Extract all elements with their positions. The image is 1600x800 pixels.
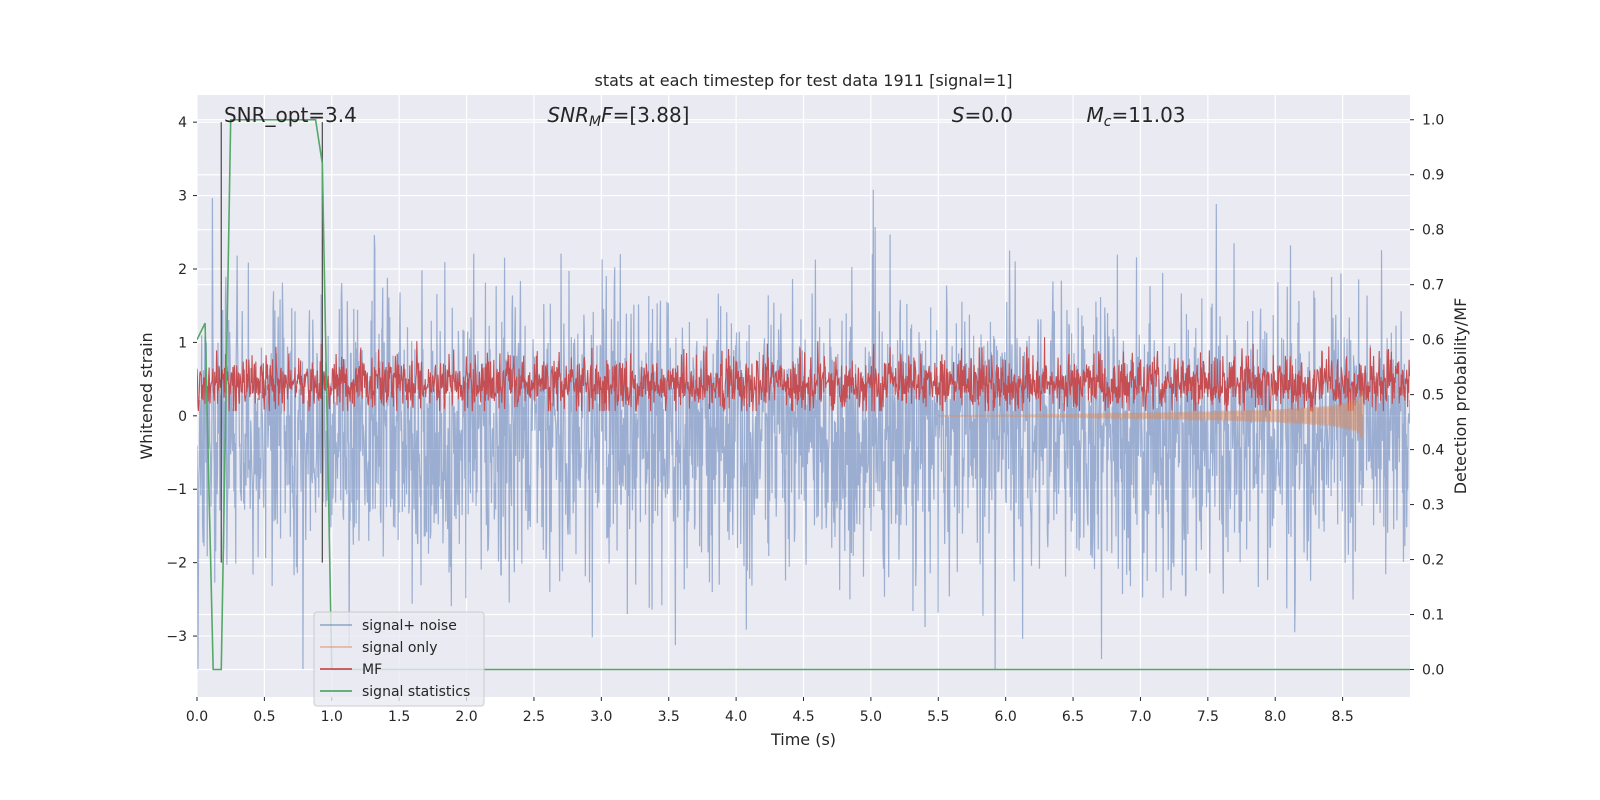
y2-tick-label: 1.0 [1422,113,1444,129]
x-tick-label: 1.5 [388,709,410,725]
series-mf [197,337,1410,412]
annotation-text: SNR_opt=3.4 [224,103,357,127]
x-tick-label: 5.0 [860,709,882,725]
y-tick-label: 3 [178,189,187,205]
x-tick-label: 2.5 [523,709,545,725]
annotations: SNR_opt=3.4 SNRMF=[3.88] S=0.0 Mc=11.03 [224,103,1186,130]
x-tick-label: 0.5 [253,709,275,725]
plot-area [196,95,1410,697]
x-tick-label: 8.5 [1331,709,1353,725]
annotation-text: Mc=11.03 [1087,103,1186,130]
y-tick-label: −3 [166,629,187,645]
y2-tick-label: 0.1 [1422,608,1444,624]
y2-tick-label: 0.4 [1422,443,1444,459]
legend-label: signal+ noise [362,618,457,634]
x-ticks: 0.0 0.5 1.0 1.5 2.0 2.5 3.0 3.5 4.0 4.5 5.0 5.5 6.0 6… [186,697,1354,725]
annotation-text: S=0.0 [952,103,1013,127]
y-tick-label: 0 [178,409,187,425]
x-tick-label: 2.0 [455,709,477,725]
legend-label: signal only [362,640,437,656]
y2-tick-label: 0.5 [1422,388,1444,404]
y2-tick-label: 0.9 [1422,168,1444,184]
x-tick-label: 8.0 [1264,709,1286,725]
y2-tick-label: 0.8 [1422,223,1444,239]
chart-title: stats at each timestep for test data 191… [594,71,1012,90]
y2-tick-label: 0.6 [1422,333,1444,349]
legend-box [313,611,485,707]
x-tick-label: 3.0 [590,709,612,725]
x-tick-label: 6.0 [995,709,1017,725]
y-tick-label: −1 [166,482,187,498]
y2-ticks: 0.0 0.1 0.2 0.3 0.4 0.5 0.6 0.7 0.8 0.9 1.0 [1410,113,1444,679]
annotation-text: SNRMF=[3.88] [547,103,689,130]
y-tick-label: 2 [178,262,187,278]
y-tick-label: 1 [178,335,187,351]
y2-tick-label: 0.7 [1422,278,1444,294]
x-tick-label: 1.0 [321,709,343,725]
x-tick-label: 5.5 [927,709,949,725]
y-ticks: −3 −2 −1 0 1 2 3 4 [166,115,197,645]
legend-label: MF [362,662,382,678]
y2-tick-label: 0.0 [1422,663,1444,679]
y-axis-label: Whitened strain [137,332,156,459]
x-tick-label: 3.5 [658,709,680,725]
y-tick-label: 4 [178,115,187,131]
x-tick-label: 7.5 [1197,709,1219,725]
x-tick-label: 4.5 [792,709,814,725]
x-axis-label: Time (s) [770,730,836,749]
legend-label: signal statistics [362,684,470,700]
y2-axis-label: Detection probability/MF [1451,298,1470,495]
x-tick-label: 4.0 [725,709,747,725]
x-tick-label: 7.0 [1129,709,1151,725]
legend: signal+ noise signal only MF signal statist… [313,611,485,707]
series-signal-only [937,390,1364,441]
x-tick-label: 0.0 [186,709,208,725]
y2-tick-label: 0.3 [1422,498,1444,514]
y-tick-label: −2 [166,556,187,572]
y2-tick-label: 0.2 [1422,553,1444,569]
x-tick-label: 6.5 [1062,709,1084,725]
